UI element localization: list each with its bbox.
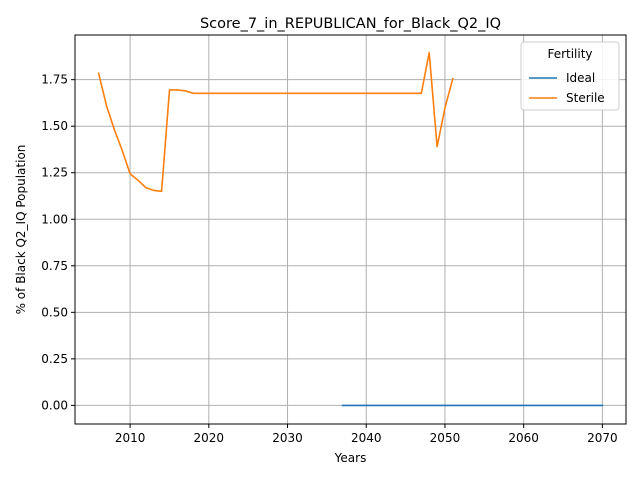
x-tick-label: 2070 [587, 431, 618, 445]
y-tick-label: 0.50 [41, 305, 68, 319]
x-axis-label: Years [334, 451, 367, 465]
y-tick-label: 0.25 [41, 352, 68, 366]
y-tick-label: 1.50 [41, 119, 68, 133]
y-tick-label: 1.25 [41, 166, 68, 180]
legend: Fertility Ideal Sterile [521, 42, 619, 110]
y-axis-label: % of Black Q2_IQ Population [14, 145, 28, 315]
x-tick-label: 2030 [272, 431, 303, 445]
y-tick-label: 0.00 [41, 398, 68, 412]
chart-title: Score_7_in_REPUBLICAN_for_Black_Q2_IQ [200, 16, 501, 32]
y-tick-label: 1.75 [41, 73, 68, 87]
x-tick-label: 2020 [194, 431, 225, 445]
x-tick-label: 2040 [351, 431, 382, 445]
legend-title: Fertility [547, 47, 592, 61]
x-tick-label: 2060 [508, 431, 539, 445]
legend-label-ideal: Ideal [566, 71, 595, 85]
x-tick-label: 2010 [115, 431, 146, 445]
y-tick-label: 0.75 [41, 259, 68, 273]
y-tick-label: 1.00 [41, 212, 68, 226]
x-tick-label: 2050 [430, 431, 461, 445]
legend-label-sterile: Sterile [566, 91, 605, 105]
